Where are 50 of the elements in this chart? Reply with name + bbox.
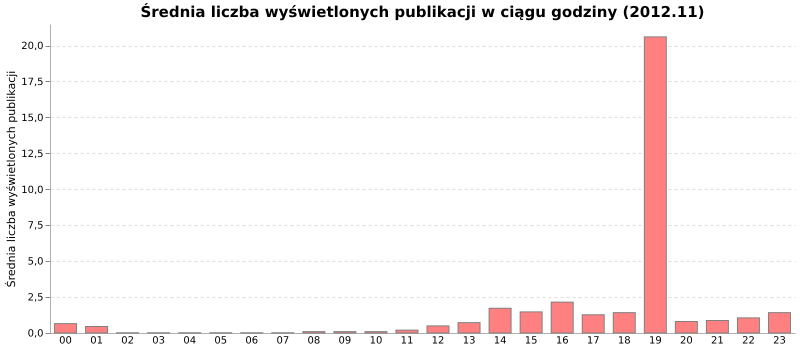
x-tick-label: 00 bbox=[59, 336, 72, 346]
bar bbox=[85, 326, 108, 334]
x-tick-label: 17 bbox=[586, 336, 600, 346]
x-tick-label: 22 bbox=[742, 336, 755, 346]
bar bbox=[644, 36, 667, 334]
bar bbox=[736, 317, 760, 334]
x-tick-label: 19 bbox=[648, 336, 662, 346]
x-tick-label: 10 bbox=[370, 336, 382, 346]
x-tick-label: 21 bbox=[711, 336, 724, 346]
x-tick-label: 12 bbox=[432, 336, 444, 346]
y-tick-label: 0,0 bbox=[28, 328, 44, 340]
x-tick-label: 13 bbox=[462, 336, 476, 346]
x-tick-label: 02 bbox=[121, 336, 134, 346]
x-tick-label: 04 bbox=[183, 336, 196, 346]
x-tick-label: 03 bbox=[152, 336, 166, 346]
bar bbox=[395, 330, 418, 334]
y-tick-label: 7,5 bbox=[28, 220, 44, 232]
y-tick-label: 15,0 bbox=[21, 112, 44, 124]
x-tick-label: 14 bbox=[494, 336, 506, 346]
y-tick-label: 10,0 bbox=[21, 184, 44, 196]
x-tick-label: 09 bbox=[338, 336, 352, 346]
x-tick-label: 05 bbox=[214, 336, 228, 346]
x-tick-label: 20 bbox=[680, 336, 693, 346]
x-tick-label: 11 bbox=[400, 336, 414, 346]
bar bbox=[458, 322, 481, 334]
x-tick-label: 18 bbox=[618, 336, 631, 346]
bar bbox=[426, 325, 450, 334]
bar bbox=[612, 312, 636, 334]
x-tick-label: 06 bbox=[245, 336, 258, 346]
x-tick-label: 23 bbox=[773, 336, 786, 346]
x-tick-label: 15 bbox=[524, 336, 538, 346]
x-tick-label: 01 bbox=[90, 336, 103, 346]
bar bbox=[520, 311, 543, 334]
bar bbox=[706, 320, 729, 334]
y-tick-label: 17,5 bbox=[21, 76, 44, 88]
y-tick-label: 20,0 bbox=[21, 41, 44, 52]
x-tick-label: 07 bbox=[276, 336, 290, 346]
y-axis-title: Średnia liczba wyświetlonych publikacji bbox=[4, 70, 18, 288]
y-tick-label: 2,5 bbox=[28, 292, 44, 304]
chart-title: Średnia liczba wyświetlonych publikacji w ciągu godziny (2012.11) bbox=[140, 3, 705, 21]
bar bbox=[582, 314, 605, 334]
bar bbox=[768, 312, 791, 334]
x-tick-label: 16 bbox=[556, 336, 569, 346]
y-tick-label: 5,0 bbox=[28, 256, 44, 268]
bar bbox=[54, 323, 78, 334]
bar bbox=[674, 321, 698, 334]
y-tick-label: 12,5 bbox=[21, 148, 44, 160]
bar bbox=[488, 308, 512, 334]
x-tick-label: 08 bbox=[307, 336, 320, 346]
bar bbox=[550, 302, 574, 334]
